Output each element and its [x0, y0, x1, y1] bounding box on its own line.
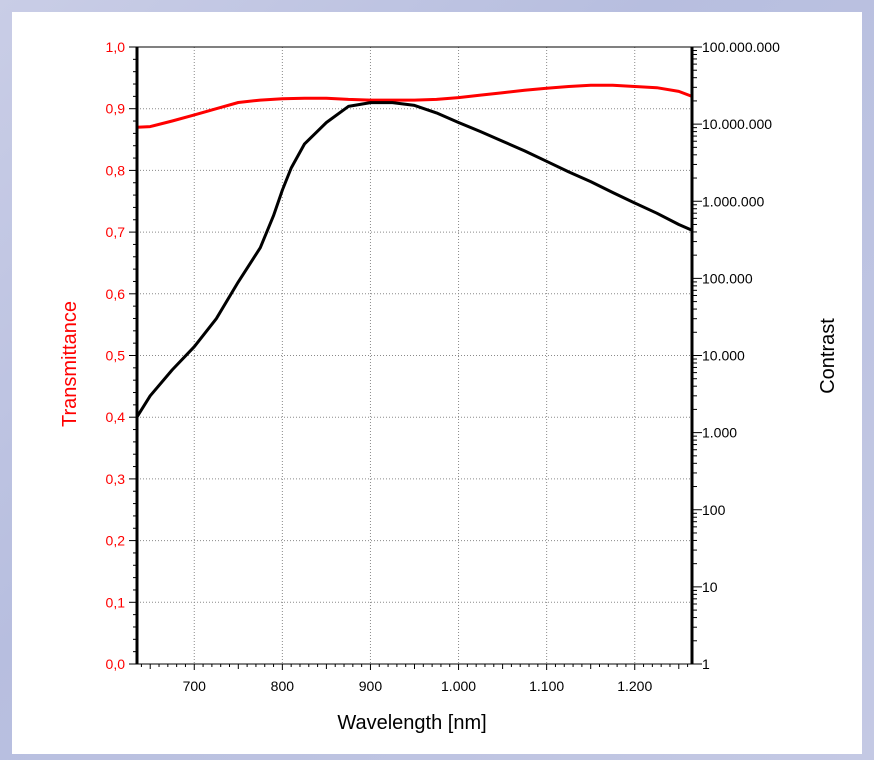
- right-y-tick-label: 1: [702, 656, 710, 672]
- right-y-tick-label: 100: [702, 502, 726, 518]
- x-tick-label: 700: [183, 678, 207, 694]
- right-y-tick-label: 100.000: [702, 270, 753, 286]
- chart-svg: 700 800 900 1.000 1.100 1.200 0,0 0,1 0,2 0,3 0,4 0…: [59, 39, 839, 734]
- left-y-tick-label: 0,0: [106, 656, 126, 672]
- right-y-tick-label: 10.000.000: [702, 116, 772, 132]
- right-y-tick-label: 1.000: [702, 425, 737, 441]
- left-y-tick-label: 0,8: [106, 162, 126, 178]
- transmittance-series-line: [136, 83, 693, 129]
- left-y-tick-label: 0,9: [106, 101, 126, 117]
- left-y-tick-label: 0,2: [106, 533, 126, 549]
- chart-panel: 700 800 900 1.000 1.100 1.200 0,0 0,1 0,2 0,3 0,4 0…: [12, 12, 862, 754]
- x-tick-label: 1.100: [529, 678, 564, 694]
- right-y-axis-title: Contrast: [817, 318, 839, 394]
- x-tick-label: 900: [359, 678, 383, 694]
- contrast-series-line: [135, 101, 693, 418]
- left-y-tick-label: 0,7: [106, 224, 126, 240]
- right-y-tick-label: 1.000.000: [702, 193, 764, 209]
- left-y-tick-label: 1,0: [106, 39, 126, 55]
- x-axis-title: Wavelength [nm]: [337, 712, 486, 734]
- x-tick-label: 800: [271, 678, 295, 694]
- left-y-tick-label: 0,4: [106, 409, 126, 425]
- ticks: [129, 46, 702, 670]
- left-y-tick-label: 0,3: [106, 471, 126, 487]
- grid: [137, 47, 692, 664]
- left-y-tick-label: 0,1: [106, 594, 126, 610]
- left-y-axis-title: Transmittance: [59, 301, 81, 427]
- x-tick-label: 1.000: [441, 678, 476, 694]
- left-y-tick-label: 0,5: [106, 348, 126, 364]
- tick-labels: 700 800 900 1.000 1.100 1.200 0,0 0,1 0,2 0,3 0,4 0…: [106, 39, 781, 694]
- right-y-tick-label: 10.000: [702, 348, 745, 364]
- right-y-tick-label: 100.000.000: [702, 39, 780, 55]
- right-y-tick-label: 10: [702, 579, 718, 595]
- x-tick-label: 1.200: [617, 678, 652, 694]
- series: [135, 83, 693, 418]
- left-y-tick-label: 0,6: [106, 286, 126, 302]
- plot-frame: [135, 46, 694, 665]
